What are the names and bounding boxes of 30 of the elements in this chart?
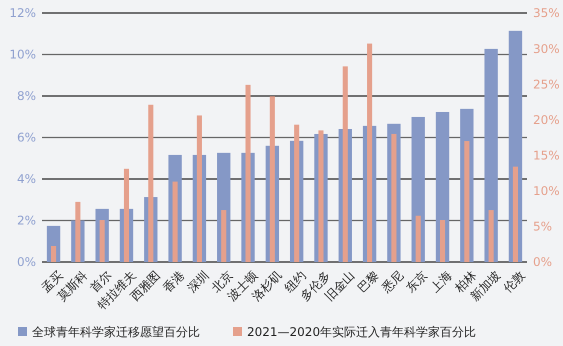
y-tick-label: 8% <box>16 89 36 104</box>
y2-tick-label: 35% <box>533 6 560 20</box>
bar <box>416 216 421 262</box>
x-tick-label: 东京 <box>403 268 430 296</box>
y2-tick-label: 25% <box>533 77 560 92</box>
bar <box>51 246 56 262</box>
y2-tick-label: 0% <box>533 255 552 270</box>
y2-tick-label: 10% <box>533 184 560 198</box>
y-tick-label: 2% <box>16 214 36 228</box>
y-tick-label: 6% <box>16 130 36 145</box>
y2-tick-label: 20% <box>533 112 560 127</box>
legend-label: 全球青年科学家迁移愿望百分比 <box>32 325 200 340</box>
bar <box>484 48 498 262</box>
bar <box>172 182 178 262</box>
x-tick-label: 伦敦 <box>500 268 528 296</box>
x-tick-label: 上海 <box>428 268 455 296</box>
y-tick-label: 10% <box>9 48 36 62</box>
y-tick-label: 0% <box>16 255 36 270</box>
bar <box>512 166 518 262</box>
bar <box>221 210 226 262</box>
x-tick-label: 深圳 <box>184 268 212 296</box>
y2-tick-label: 30% <box>533 42 560 56</box>
y2-tick-label: 15% <box>533 148 560 162</box>
bar <box>488 210 494 262</box>
legend-label: 2021—2020年实际迁入青年科学家百分比 <box>247 325 476 340</box>
bar <box>440 220 446 262</box>
y-tick-label: 4% <box>16 172 36 186</box>
y-tick-label: 12% <box>9 6 36 20</box>
y2-tick-label: 5% <box>533 220 552 234</box>
x-tick-label: 香港 <box>160 268 188 296</box>
